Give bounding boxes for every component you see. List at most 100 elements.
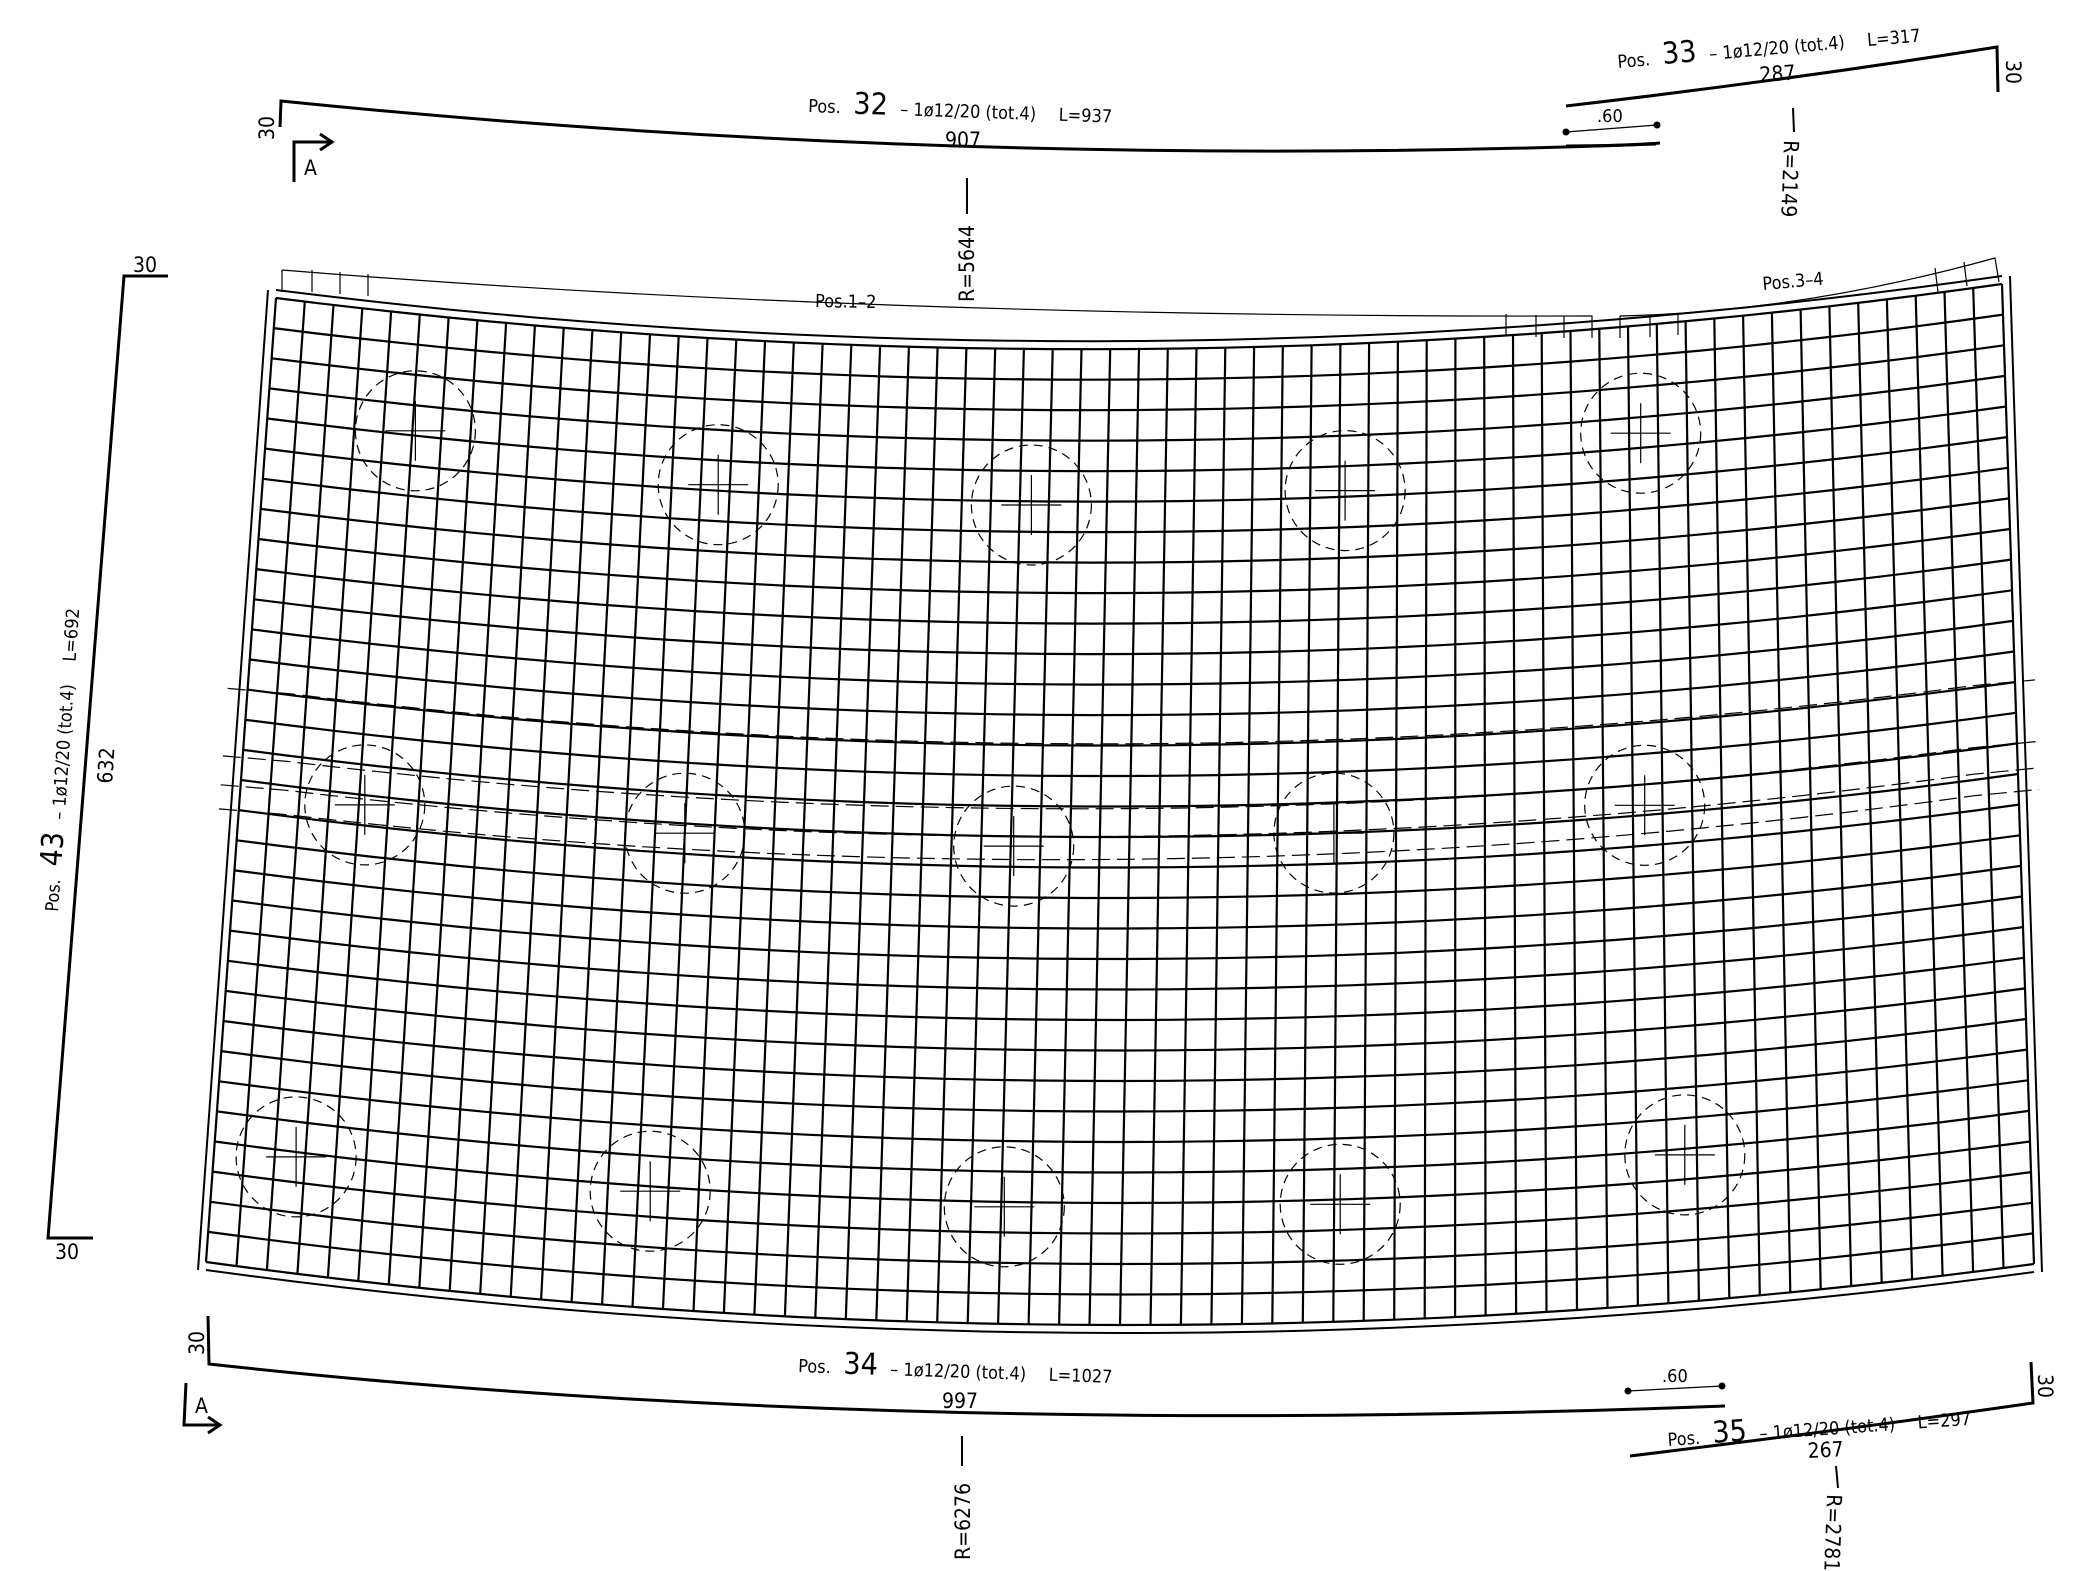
bar-pos43-prefix: Pos. [42, 878, 65, 912]
mesh-bar-transverse [1210, 347, 1227, 1325]
column-crosshair [654, 803, 715, 864]
mesh-bar-transverse [814, 344, 853, 1318]
slab-edge-bottom [205, 1269, 2035, 1335]
reinforcement-mesh [204, 282, 2036, 1327]
mesh-bar-transverse [1943, 291, 1975, 1272]
section-marker-bottom: A [182, 1382, 223, 1435]
bar-pos32-radius: R=5644 [955, 225, 979, 302]
bar-pos34-label: Pos. 34 – 1ø12/20 (tot.4) L=1027 [798, 1345, 1113, 1391]
mesh-bar-transverse [1770, 312, 1792, 1293]
bar-pos33-hook-label: 30 [2001, 60, 2025, 84]
bar-pos32-straight: 907 [945, 128, 981, 152]
bar-pos33-length: L=317 [1866, 26, 1921, 52]
mesh-bar-transverse [783, 343, 824, 1317]
bar-pos33-prefix: Pos. [1617, 49, 1651, 73]
mesh-bar-transverse [1857, 302, 1883, 1283]
column-crosshair [266, 1126, 327, 1187]
slab-edge-right [2009, 275, 2043, 1273]
bar-pos32-number: 32 [853, 87, 889, 123]
bar-pos33-radius: R=2149 [1776, 140, 1803, 218]
mesh-bar-transverse [1742, 315, 1761, 1296]
section-arrow-top [292, 132, 335, 182]
sheet-edge-pos1-2-inner [311, 270, 369, 296]
bar-pos35-straight: 267 [1807, 1437, 1844, 1463]
section-letter-bottom: A [195, 1394, 208, 1418]
overlap-dim-line [1565, 124, 1658, 133]
bar-pos43-length: L=692 [60, 607, 85, 662]
column-circle [624, 772, 746, 894]
sheet-edge-pos3-4-inner [1649, 261, 1968, 337]
mesh-bar-transverse [1179, 348, 1198, 1325]
bar-pos32-line [278, 99, 1657, 153]
column-circle [1284, 430, 1406, 552]
mesh-bar-transverse [1569, 330, 1579, 1311]
bar-pos34-prefix: Pos. [798, 1356, 831, 1378]
column-circle [235, 1096, 357, 1218]
mesh-bar-transverse [1799, 309, 1822, 1290]
dashed-band-line [227, 679, 2036, 745]
bar-pos33-overlap: .60 [1597, 106, 1623, 127]
bar-pos34-number: 34 [843, 1347, 879, 1383]
mesh-bar-transverse [875, 346, 910, 1321]
dashed-band [218, 679, 2040, 861]
bar-pos35-overlap: .60 [1662, 1366, 1688, 1387]
mesh-bar-transverse [1713, 318, 1731, 1299]
column-crosshair [1001, 475, 1062, 535]
mesh-bar-transverse [1828, 306, 1853, 1287]
mesh-bar-transverse [326, 311, 393, 1278]
section-arrow-bottom [182, 1382, 223, 1435]
bar-pos35-radius-tick [1835, 1465, 1839, 1489]
bar-pos32-spec: – 1ø12/20 (tot.4) [900, 99, 1037, 125]
mesh-bar-transverse [1393, 341, 1399, 1320]
overlap-dim-point [1562, 128, 1570, 136]
mesh-bar-transverse [479, 325, 536, 1294]
bar-pos43-spec: – 1ø12/20 (tot.4) [48, 683, 78, 820]
bar-pos43-hook-bottom: 30 [55, 1240, 79, 1264]
section-letter-top: A [304, 156, 317, 180]
column-crosshair [1303, 803, 1364, 864]
mesh-label-pos3-4: Pos.3–4 [1762, 269, 1825, 295]
sheet-edge-pos1-2-right [1505, 314, 1565, 338]
mesh-bar-transverse [1118, 348, 1141, 1326]
mesh-bar-transverse [1301, 345, 1313, 1323]
bar-pos35-line [1629, 1361, 2035, 1458]
bar-pos34: 30 Pos. 34 – 1ø12/20 (tot.4) L=1027 997 … [185, 1315, 1726, 1560]
mesh-bar-transverse [1626, 326, 1639, 1306]
column-crosshair [688, 454, 749, 515]
column-crosshair [1315, 460, 1376, 521]
bar-pos43: 30 30 Pos. 43 – 1ø12/20 (tot.4) L=692 63… [34, 253, 168, 1264]
mesh-bar-transverse [692, 339, 738, 1312]
bar-pos33-lap-line [1565, 141, 1661, 148]
dashed-band-line [218, 788, 2040, 861]
column-crosshair [983, 816, 1044, 877]
bar-pos34-spec: – 1ø12/20 (tot.4) [890, 1359, 1027, 1385]
mesh-bar-transverse [753, 342, 795, 1315]
bar-pos35: 30 Pos. 35 – 1ø12/20 (tot.4) L=297 267 R… [1629, 1361, 2057, 1571]
column-markers [235, 370, 1746, 1268]
bar-pos35-prefix: Pos. [1667, 1428, 1701, 1451]
bar-pos35-length: L=297 [1917, 1409, 1972, 1434]
bar-pos33-number: 33 [1661, 34, 1698, 72]
mesh-bar-transverse [509, 327, 565, 1297]
bar-pos33-straight: 287 [1759, 61, 1797, 87]
column-circle [943, 1146, 1065, 1268]
bar-pos33-radius-tick [1792, 107, 1795, 133]
column-crosshair [1310, 1174, 1371, 1235]
mesh-bar-transverse [722, 341, 767, 1313]
bar-pos33-overlap-dim: .60 [1562, 106, 1661, 136]
bar-pos33-line [1565, 45, 2000, 108]
bar-pos33-spec: – 1ø12/20 (tot.4) [1708, 32, 1845, 65]
bar-pos35-radius: R=2781 [1819, 1494, 1846, 1571]
mesh-bar-transverse [540, 330, 594, 1300]
column-crosshair [1654, 1124, 1715, 1185]
bar-pos32-label: Pos. 32 – 1ø12/20 (tot.4) L=937 [808, 85, 1113, 131]
mesh-sheet-edges [281, 257, 2000, 338]
bar-pos32: 30 Pos. 32 – 1ø12/20 (tot.4) L=937 907 R… [255, 85, 1657, 302]
mesh-bar-transverse [1027, 349, 1054, 1325]
bar-pos34-overlap-dim: .60 [1624, 1366, 1726, 1395]
sheet-edge-pos1-2 [281, 269, 1593, 338]
bar-pos35-hook-label: 30 [2033, 1374, 2057, 1398]
mesh-bar-transverse [1598, 328, 1609, 1308]
mesh-bar-transverse [2000, 283, 2036, 1265]
